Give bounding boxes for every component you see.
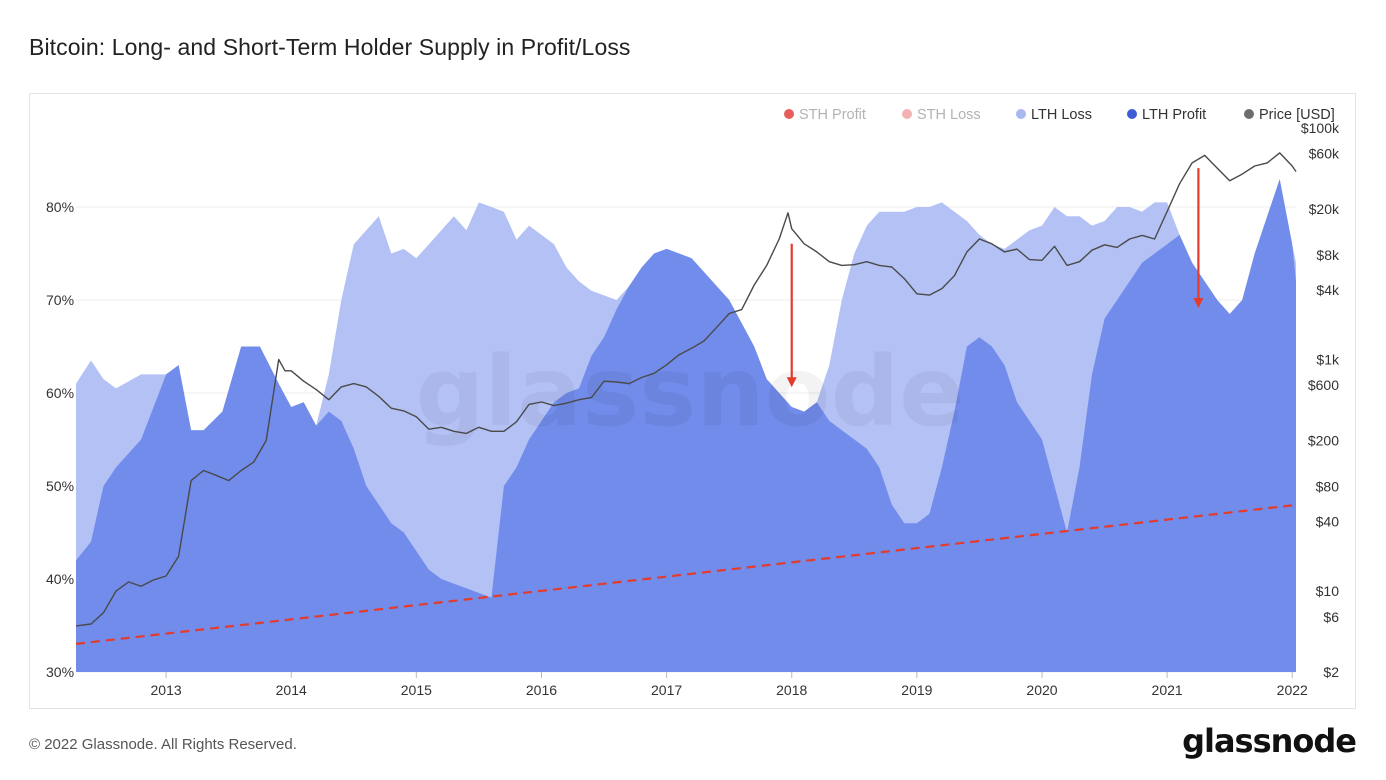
x-tick-label: 2014 xyxy=(276,682,307,698)
y-left-tick-label: 30% xyxy=(46,664,74,680)
legend-dot-sth-loss[interactable] xyxy=(902,109,912,119)
legend-dot-lth-profit[interactable] xyxy=(1127,109,1137,119)
y-left-tick-label: 60% xyxy=(46,385,74,401)
y-left-tick-label: 40% xyxy=(46,571,74,587)
y-right-tick-label: $20k xyxy=(1309,201,1340,217)
legend-item-lth-loss[interactable]: LTH Loss xyxy=(1031,107,1092,123)
legend-item-sth-loss[interactable]: STH Loss xyxy=(917,107,981,123)
chart: glassnode30%40%50%60%70%80%$2$6$10$40$80… xyxy=(46,107,1340,698)
y-right-tick-label: $40 xyxy=(1316,513,1340,529)
y-right-tick-label: $4k xyxy=(1316,282,1340,298)
y-right-tick-label: $2 xyxy=(1323,664,1339,680)
x-tick-label: 2022 xyxy=(1277,682,1308,698)
legend-item-lth-profit[interactable]: LTH Profit xyxy=(1142,107,1206,123)
x-tick-label: 2020 xyxy=(1026,682,1057,698)
x-tick-label: 2019 xyxy=(901,682,932,698)
x-tick-label: 2018 xyxy=(776,682,807,698)
y-right-tick-label: $100k xyxy=(1301,120,1340,136)
x-tick-label: 2015 xyxy=(401,682,432,698)
drawdown-arrowhead-2 xyxy=(1193,298,1204,309)
legend-item-price-usd-[interactable]: Price [USD] xyxy=(1259,107,1335,123)
brand-logo: glassnode xyxy=(1182,722,1357,760)
copyright-footer: © 2022 Glassnode. All Rights Reserved. xyxy=(29,736,297,753)
page-title: Bitcoin: Long- and Short-Term Holder Sup… xyxy=(29,34,631,60)
series-price-line xyxy=(75,152,1297,627)
x-tick-label: 2017 xyxy=(651,682,682,698)
x-tick-label: 2021 xyxy=(1152,682,1183,698)
y-right-tick-label: $600 xyxy=(1308,377,1339,393)
trend-line xyxy=(75,504,1293,645)
y-right-tick-label: $10 xyxy=(1316,583,1340,599)
y-right-tick-label: $60k xyxy=(1309,146,1340,162)
y-right-tick-label: $80 xyxy=(1316,479,1340,495)
y-left-tick-label: 50% xyxy=(46,478,74,494)
drawdown-arrowhead-1 xyxy=(786,377,797,388)
legend-dot-lth-loss[interactable] xyxy=(1016,109,1026,119)
y-left-tick-label: 70% xyxy=(46,292,74,308)
x-tick-label: 2016 xyxy=(526,682,557,698)
x-tick-label: 2013 xyxy=(151,682,182,698)
legend-item-sth-profit[interactable]: STH Profit xyxy=(799,107,866,123)
y-right-tick-label: $6 xyxy=(1323,609,1339,625)
y-right-tick-label: $1k xyxy=(1316,352,1340,368)
y-left-tick-label: 80% xyxy=(46,199,74,215)
legend-dot-sth-profit[interactable] xyxy=(784,109,794,119)
series-lth-profit-area xyxy=(76,179,1296,672)
y-right-tick-label: $8k xyxy=(1316,247,1340,263)
y-right-tick-label: $200 xyxy=(1308,432,1339,448)
legend-dot-price-usd-[interactable] xyxy=(1244,109,1254,119)
